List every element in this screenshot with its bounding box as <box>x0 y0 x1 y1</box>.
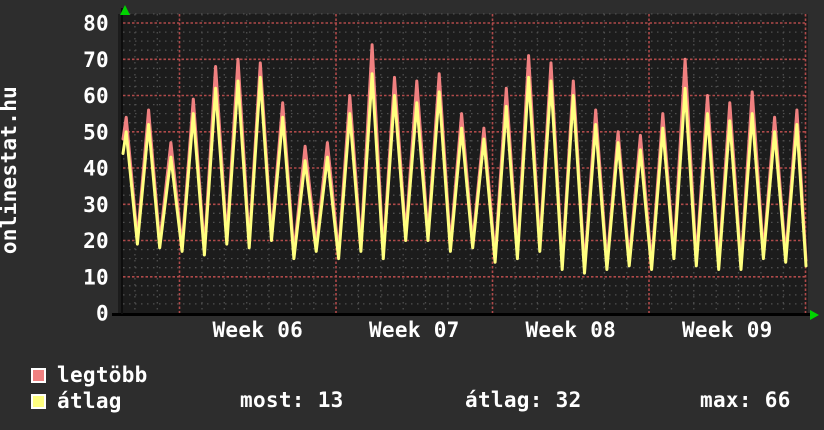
svg-text:Week 07: Week 07 <box>369 318 460 342</box>
x-axis-labels: Week 06 Week 07 Week 08 Week 09 <box>212 318 772 342</box>
legend-item-atlag: átlag <box>31 389 122 413</box>
stat-max-label: max: <box>700 388 752 412</box>
svg-text:40: 40 <box>83 157 109 181</box>
stat-atlag-value: 32 <box>555 388 582 412</box>
svg-text:Week 09: Week 09 <box>682 318 773 342</box>
svg-text:30: 30 <box>83 193 109 217</box>
legend-swatch-atlag-icon <box>31 393 46 409</box>
legend-item-legtobb: legtöbb <box>31 363 148 387</box>
stat-max-value: 66 <box>764 388 791 412</box>
series-line-atlag <box>121 72 808 275</box>
x-axis-arrow-icon <box>810 310 819 320</box>
svg-text:10: 10 <box>83 265 109 289</box>
stat-atlag: átlag: 32 <box>465 388 582 412</box>
stat-most-value: 13 <box>317 388 344 412</box>
svg-text:Week 08: Week 08 <box>525 318 616 342</box>
stat-atlag-label: átlag: <box>465 388 543 412</box>
stat-most: most: 13 <box>240 388 344 412</box>
legend-swatch-legtobb-icon <box>31 367 46 383</box>
svg-text:70: 70 <box>83 48 109 72</box>
legend-label-legtobb: legtöbb <box>57 363 148 387</box>
legend-label-atlag: átlag <box>57 389 122 413</box>
svg-text:80: 80 <box>83 12 109 36</box>
svg-text:60: 60 <box>83 84 109 108</box>
y-axis-labels: 0 10 20 30 40 50 60 70 80 <box>83 12 109 326</box>
svg-text:Week 06: Week 06 <box>212 318 303 342</box>
svg-text:0: 0 <box>96 302 109 326</box>
y-axis-arrow-icon <box>120 5 130 15</box>
svg-text:50: 50 <box>83 120 109 144</box>
svg-text:20: 20 <box>83 229 109 253</box>
stat-most-label: most: <box>240 388 305 412</box>
stat-max: max: 66 <box>700 388 791 412</box>
